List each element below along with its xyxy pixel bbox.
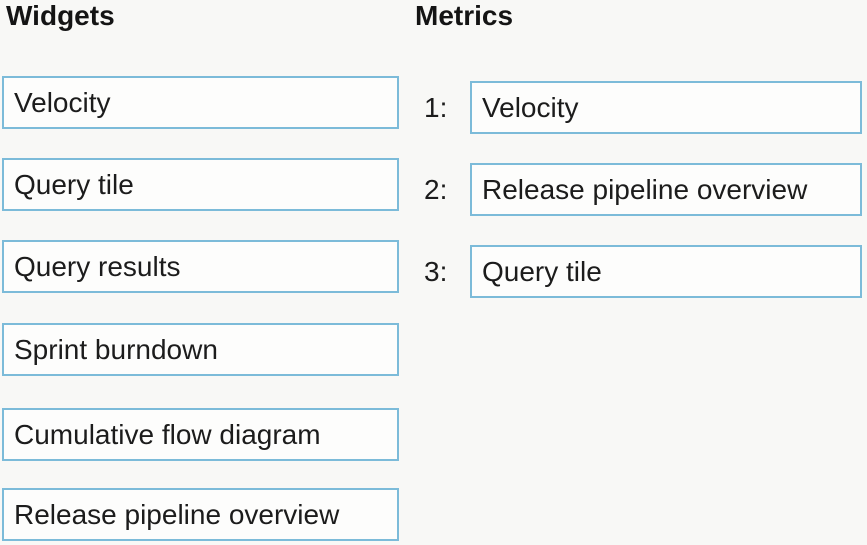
widget-option-label: Release pipeline overview [14, 498, 340, 530]
metric-slot-answer-label: Query tile [482, 255, 602, 287]
metric-slot-number-3: 3: [424, 245, 468, 298]
metric-slot-number-label: 2: [424, 173, 448, 205]
widget-option-label: Velocity [14, 86, 111, 118]
metric-slot-number-2: 2: [424, 163, 468, 216]
metric-slot-2-answer[interactable]: Release pipeline overview [470, 163, 862, 216]
widget-option-label: Query tile [14, 168, 134, 200]
metric-slot-answer-label: Release pipeline overview [482, 173, 808, 205]
widget-option-query-tile[interactable]: Query tile [2, 158, 399, 211]
metric-slot-1-answer[interactable]: Velocity [470, 81, 862, 134]
metric-slot-number-1: 1: [424, 81, 468, 134]
widget-option-label: Cumulative flow diagram [14, 418, 321, 450]
widget-option-release-pipeline-overview[interactable]: Release pipeline overview [2, 488, 399, 541]
widget-option-label: Sprint burndown [14, 333, 218, 365]
widget-option-velocity[interactable]: Velocity [2, 76, 399, 129]
metric-slot-number-label: 3: [424, 255, 448, 287]
widget-option-sprint-burndown[interactable]: Sprint burndown [2, 323, 399, 376]
widget-option-cumulative-flow-diagram[interactable]: Cumulative flow diagram [2, 408, 399, 461]
metric-slot-answer-label: Velocity [482, 91, 579, 123]
widget-option-label: Query results [14, 250, 181, 282]
metric-slot-3-answer[interactable]: Query tile [470, 245, 862, 298]
metric-slot-number-label: 1: [424, 91, 448, 123]
widget-option-query-results[interactable]: Query results [2, 240, 399, 293]
metrics-column-title: Metrics [415, 0, 514, 31]
widgets-column-title: Widgets [6, 0, 115, 31]
